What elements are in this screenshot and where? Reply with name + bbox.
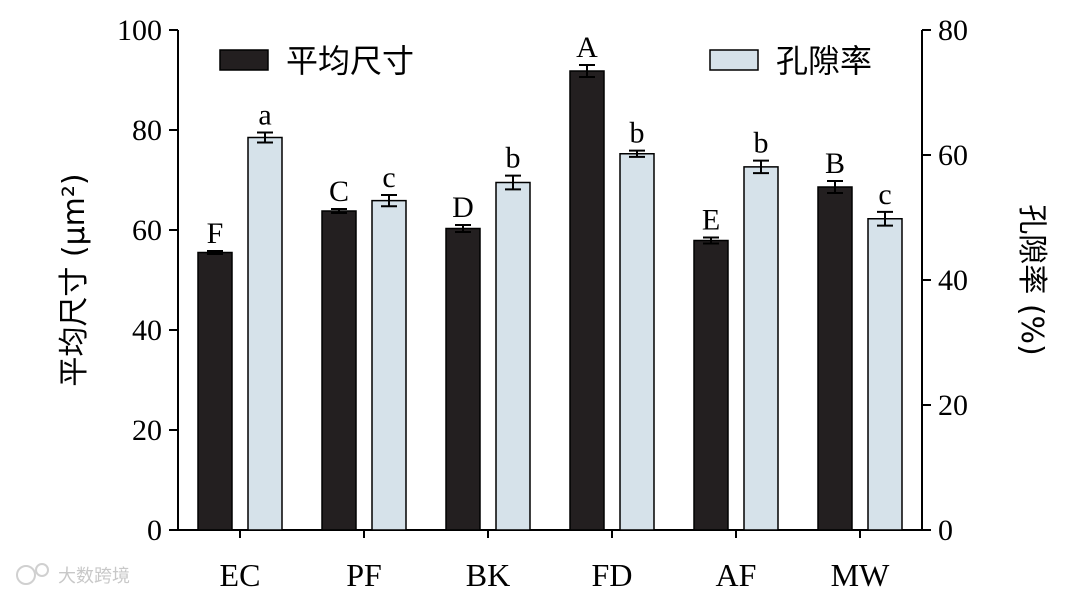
x-tick-label: MW <box>831 557 890 593</box>
significance-label: b <box>506 142 521 175</box>
bar-avg-size <box>693 239 729 531</box>
bar-avg-size <box>445 227 481 531</box>
legend: 平均尺寸 孔隙率 <box>219 42 872 80</box>
y-right-tick-label: 60 <box>938 139 968 172</box>
bar-porosity <box>619 153 655 531</box>
y-right-tick-label: 0 <box>938 514 953 547</box>
significance-label: b <box>754 127 769 160</box>
significance-label: c <box>878 178 891 211</box>
x-tick-label: AF <box>716 557 757 593</box>
watermark-text: 大数跨境 <box>58 566 130 587</box>
significance-label: E <box>702 204 720 237</box>
y-right-tick-label: 40 <box>938 264 968 297</box>
legend-label-avg-size: 平均尺寸 <box>286 42 414 80</box>
significance-label: a <box>258 99 271 132</box>
x-tick-label: FD <box>592 557 633 593</box>
bar-avg-size <box>817 186 853 531</box>
bar-porosity <box>743 166 779 531</box>
legend-label-porosity: 孔隙率 <box>776 42 872 80</box>
y-left-tick-label: 80 <box>132 114 162 147</box>
x-tick-label: BK <box>466 557 510 593</box>
y-right-tick-label: 20 <box>938 389 968 422</box>
x-tick-label: EC <box>220 557 261 593</box>
y-left-tick-label: 0 <box>147 514 162 547</box>
legend-swatch-avg-size <box>219 49 269 71</box>
bar-avg-size <box>197 251 233 531</box>
significance-label: B <box>825 147 845 180</box>
y-left-tick-label: 20 <box>132 414 162 447</box>
watermark: 大数跨境 <box>16 563 130 587</box>
bar-porosity <box>867 218 903 531</box>
legend-swatch-porosity <box>709 49 759 71</box>
significance-label: D <box>452 191 474 224</box>
bar-porosity <box>495 181 531 531</box>
bar-porosity <box>371 199 407 531</box>
y-axis-left-title: 平均尺寸 (μm²) <box>57 173 92 386</box>
watermark-logo-icon-2 <box>35 563 49 577</box>
axes: 0 20 40 60 80 100 0 20 40 60 80 <box>117 14 968 547</box>
significance-label: F <box>207 217 224 250</box>
significance-label: c <box>382 161 395 194</box>
bar-avg-size <box>569 70 605 531</box>
y-left-tick-label: 40 <box>132 314 162 347</box>
significance-label: C <box>329 175 349 208</box>
watermark-logo-icon <box>16 565 36 585</box>
significance-label: b <box>630 117 645 150</box>
bar-avg-size <box>321 210 357 531</box>
x-tick-label: PF <box>346 557 382 593</box>
y-left-tick-label: 60 <box>132 214 162 247</box>
significance-label: A <box>576 31 598 64</box>
bar-porosity <box>247 136 283 531</box>
y-left-tick-label: 100 <box>117 14 162 47</box>
y-right-tick-label: 80 <box>938 14 968 47</box>
bars: EC Fa PF C c BK Db FD Ab AF Eb MW Bc <box>197 31 903 593</box>
y-axis-right-title: 孔隙率 (%) <box>1014 204 1049 355</box>
